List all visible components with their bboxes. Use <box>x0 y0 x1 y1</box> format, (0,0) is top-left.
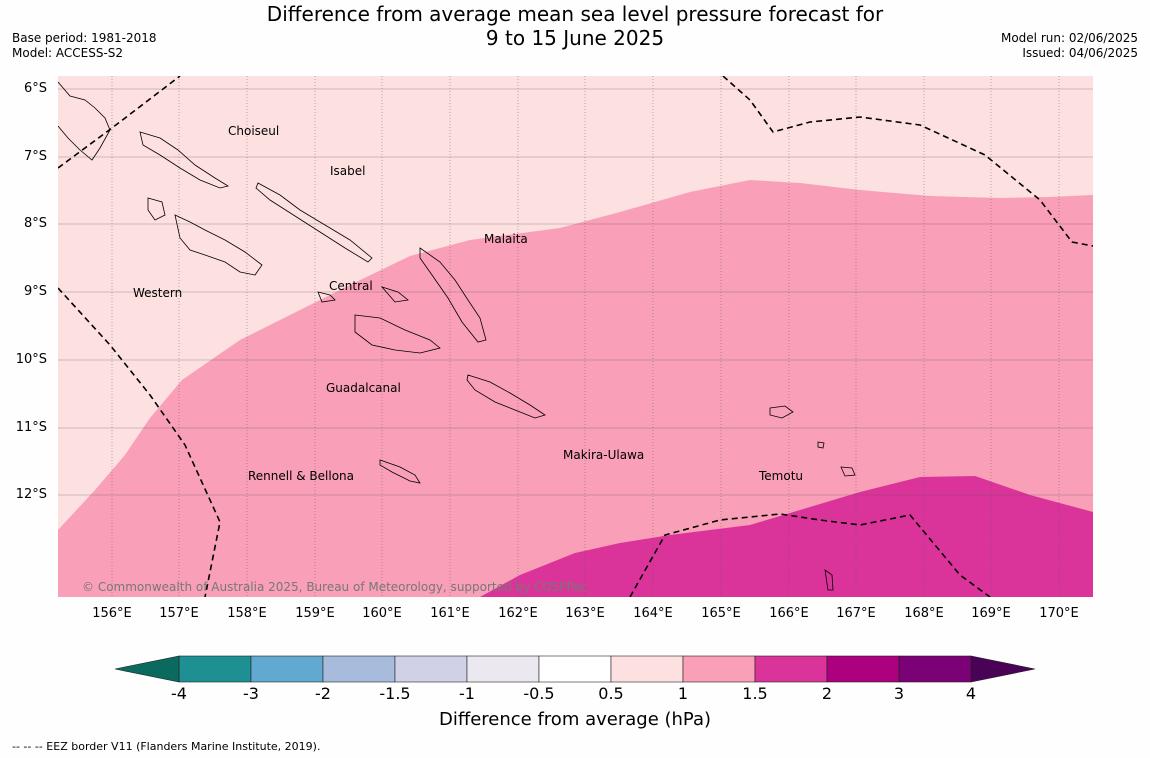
colorbar-segment <box>250 655 324 683</box>
colorbar-label: Difference from average (hPa) <box>438 709 712 730</box>
lat-label-10s: 10°S <box>15 352 47 367</box>
region-label-makira-ulawa: Makira-Ulawa <box>563 448 645 462</box>
makira-island <box>466 374 546 419</box>
lon-label-166e: 166°E <box>769 606 809 621</box>
guadalcanal-island <box>354 314 441 354</box>
new-georgia-island <box>174 214 263 276</box>
colorbar-segment <box>466 655 540 683</box>
lat-label-6s: 6°S <box>23 81 47 96</box>
colorbar-tick: -2 <box>315 684 331 703</box>
colorbar-segment <box>610 655 684 683</box>
model-name: Model: ACCESS-S2 <box>12 46 124 60</box>
lon-label-162e: 162°E <box>498 606 538 621</box>
copyright-notice: © Commonwealth of Australia 2025, Bureau… <box>82 580 588 594</box>
vanikoro-island <box>817 441 825 449</box>
anuta-island <box>824 569 834 591</box>
colorbar <box>114 655 1036 683</box>
lon-label-160e: 160°E <box>362 606 402 621</box>
lat-label-9s: 9°S <box>23 284 47 299</box>
isabel-island <box>255 182 373 263</box>
choiseul-island <box>139 131 230 189</box>
region-label-temotu: Temotu <box>759 469 804 483</box>
lon-label-169e: 169°E <box>971 606 1011 621</box>
colorbar-tick: -4 <box>171 684 187 703</box>
colorbar-segment <box>754 655 828 683</box>
colorbar-over-arrow <box>970 655 1036 683</box>
colorbar-tick: -3 <box>243 684 259 703</box>
lon-label-167e: 167°E <box>836 606 876 621</box>
colorbar-segment <box>322 655 396 683</box>
region-label-choiseul: Choiseul <box>228 124 280 138</box>
colorbar-tick: -1.5 <box>379 684 411 703</box>
band-1-5-to-2 <box>480 476 1093 597</box>
base-period: Base period: 1981-2018 <box>12 31 157 45</box>
colorbar-tick: 1.5 <box>742 684 768 703</box>
region-label-central: Central <box>329 279 373 293</box>
lon-label-161e: 161°E <box>430 606 470 621</box>
lon-label-156e: 156°E <box>92 606 132 621</box>
lon-label-158e: 158°E <box>227 606 267 621</box>
latitude-gridlines <box>58 88 1093 496</box>
colorbar-segment <box>394 655 468 683</box>
lat-label-8s: 8°S <box>23 216 47 231</box>
lat-label-11s: 11°S <box>15 420 47 435</box>
malaita-island <box>419 247 487 343</box>
lon-label-165e: 165°E <box>701 606 741 621</box>
region-label-guadalcanal: Guadalcanal <box>326 381 401 395</box>
colorbar-tick: -1 <box>459 684 475 703</box>
lon-label-168e: 168°E <box>904 606 944 621</box>
band-1-to-1-5 <box>58 180 1093 597</box>
colorbar-under-arrow <box>114 655 180 683</box>
eez-legend-note: -- -- -- EEZ border V11 (Flanders Marine… <box>12 740 321 753</box>
meta-right: Model run: 02/06/2025 Issued: 04/06/2025 <box>1001 31 1138 61</box>
bougainville-coast <box>58 81 111 161</box>
colorbar-segment <box>178 655 252 683</box>
region-label-rennell-bellona: Rennell & Bellona <box>248 469 355 483</box>
region-label-isabel: Isabel <box>330 164 366 178</box>
colorbar-segment <box>538 655 612 683</box>
lon-label-164e: 164°E <box>633 606 673 621</box>
colorbar-segment <box>898 655 972 683</box>
colorbar-tick: 4 <box>965 684 977 703</box>
vella-lavella-island <box>147 197 166 221</box>
colorbar-segment <box>826 655 900 683</box>
colorbar-segment <box>682 655 756 683</box>
model-run: Model run: 02/06/2025 <box>1000 31 1138 45</box>
lat-label-7s: 7°S <box>23 149 47 164</box>
eez-borders <box>58 76 1093 597</box>
title-line-1: Difference from average mean sea level p… <box>266 2 884 26</box>
florida-islands <box>380 286 409 303</box>
santa-cruz-island <box>769 405 794 419</box>
lon-label-157e: 157°E <box>159 606 199 621</box>
region-label-malaita: Malaita <box>484 232 528 246</box>
lat-label-12s: 12°S <box>15 487 47 502</box>
colorbar-tick: 3 <box>893 684 905 703</box>
lon-label-163e: 163°E <box>565 606 605 621</box>
colorbar-tick: 2 <box>821 684 833 703</box>
region-label-western: Western <box>133 286 183 300</box>
title-line-2: 9 to 15 June 2025 <box>485 26 665 50</box>
meta-left: Base period: 1981-2018 Model: ACCESS-S2 <box>12 31 157 61</box>
colorbar-tick: -0.5 <box>523 684 555 703</box>
rennell-island <box>379 459 421 484</box>
lon-label-159e: 159°E <box>295 606 335 621</box>
russell-islands <box>317 291 336 303</box>
colorbar-tick: 0.5 <box>598 684 624 703</box>
coastlines <box>58 81 856 591</box>
issued-date: Issued: 04/06/2025 <box>1022 46 1138 60</box>
colorbar-tick: 1 <box>677 684 689 703</box>
map-area <box>58 76 1093 597</box>
utupua-island <box>840 466 856 477</box>
map-title: Difference from average mean sea level p… <box>0 2 1150 50</box>
lon-label-170e: 170°E <box>1039 606 1079 621</box>
